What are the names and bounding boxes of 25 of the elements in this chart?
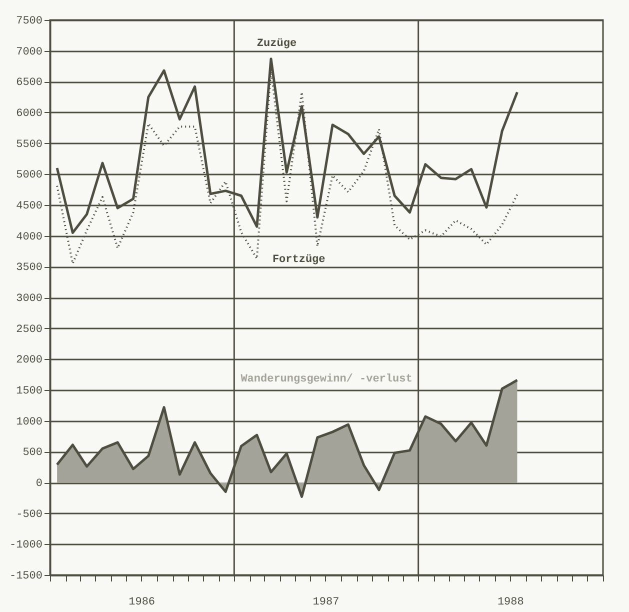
y-tick-label: 2000 <box>16 354 42 367</box>
y-tick-label: 7000 <box>16 46 42 58</box>
x-tick-label: 1987 <box>312 596 340 608</box>
y-tick-label: 1500 <box>16 386 42 398</box>
y-tick-label: 7500 <box>16 16 42 28</box>
y-tick-label: -500 <box>16 508 42 521</box>
x-tick-label: 1986 <box>128 596 156 608</box>
series-label: Zuzüge <box>256 38 297 50</box>
y-tick-label: 2500 <box>16 324 42 336</box>
text: Wanderungsgewinn/ -verlust <box>240 373 412 386</box>
y-tick-label: 6000 <box>16 108 42 120</box>
y-tick-label: 5000 <box>16 170 42 182</box>
y-tick-label: 6500 <box>16 77 42 90</box>
y-tick-label: 4000 <box>16 231 42 244</box>
y-tick-label: 4500 <box>16 200 42 212</box>
series-label: Fortzüge <box>272 254 326 266</box>
y-tick-label: -1000 <box>9 540 42 552</box>
y-tick-label: 0 <box>36 478 42 490</box>
y-tick-label: -1500 <box>9 570 42 582</box>
y-tick-label: 3500 <box>16 262 42 274</box>
y-tick-label: 500 <box>22 447 42 460</box>
y-tick-label: 5500 <box>16 138 42 151</box>
y-tick-label: 1000 <box>16 416 42 428</box>
y-tick-label: 3000 <box>16 293 42 305</box>
x-tick-label: 1988 <box>497 596 524 608</box>
